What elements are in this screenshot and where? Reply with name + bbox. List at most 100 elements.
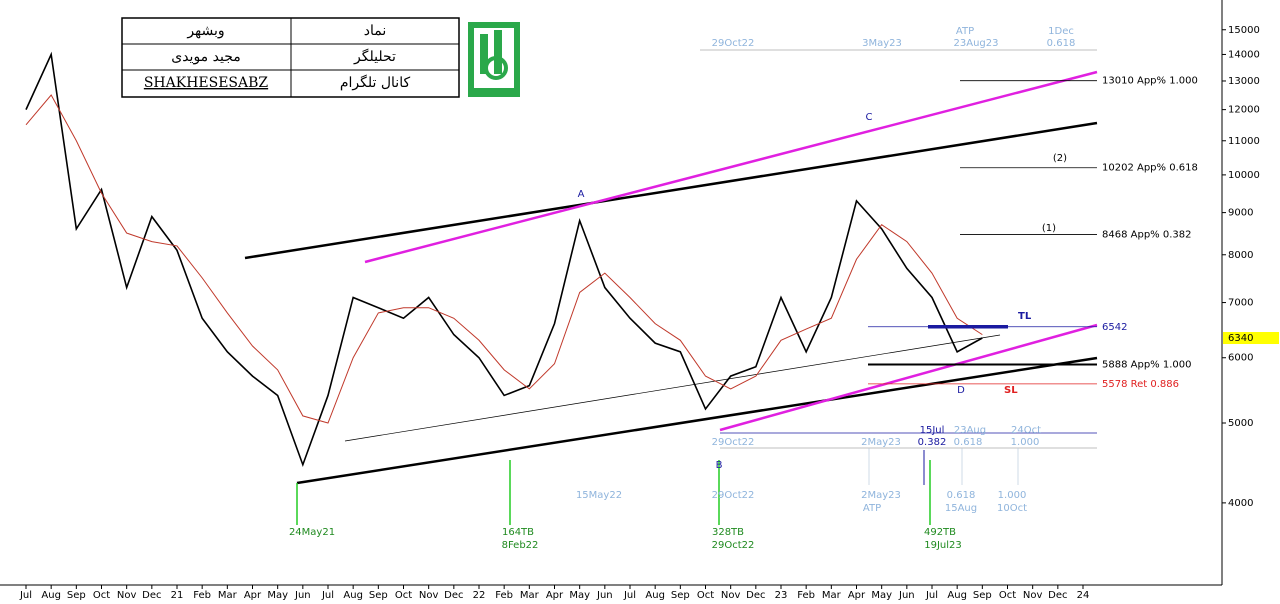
time-label: 8Feb22	[502, 540, 539, 551]
level-label: 6542	[1102, 322, 1127, 333]
level-label: 10202 App% 0.618	[1102, 163, 1198, 174]
x-tick-label: Oct	[999, 590, 1016, 600]
y-tick-label: 4000	[1228, 498, 1253, 509]
x-tick-label: 23	[775, 590, 788, 600]
x-tick-label: Dec	[746, 590, 765, 600]
header-cell: مجید مویدی	[171, 49, 241, 65]
time-label: 24May21	[289, 527, 335, 538]
time-label: 1.000	[1011, 437, 1040, 448]
x-tick-label: Feb	[193, 590, 211, 600]
y-tick-label: 5000	[1228, 418, 1253, 429]
current-price-label: 6340	[1228, 333, 1253, 344]
time-label: 23Aug23	[954, 38, 999, 49]
wave-label: C	[866, 112, 873, 123]
time-label: 492TB	[924, 527, 956, 538]
x-tick-label: Apr	[244, 590, 262, 600]
y-tick-label: 14000	[1228, 49, 1260, 60]
time-label: 0.618	[954, 437, 983, 448]
time-label: 15Aug	[945, 503, 977, 514]
wave-label: A	[578, 189, 585, 200]
x-tick-label: Aug	[41, 590, 61, 600]
header-cell: نماد	[364, 23, 387, 39]
wave-label: (2)	[1053, 153, 1067, 164]
time-label: 0.382	[918, 437, 947, 448]
time-label: 1Dec	[1048, 26, 1074, 37]
header-cell: کانال تلگرام	[340, 74, 411, 91]
time-label: 1.000	[998, 490, 1027, 501]
wave-label: D	[957, 385, 965, 396]
wave-label: (1)	[1042, 223, 1056, 234]
line-label: SL	[1004, 385, 1018, 396]
x-tick-label: Jun	[294, 590, 311, 600]
x-tick-label: Sep	[671, 590, 690, 600]
time-label: 0.618	[1047, 38, 1076, 49]
x-tick-label: Aug	[343, 590, 363, 600]
x-tick-label: Mar	[822, 590, 842, 600]
x-tick-label: Jul	[321, 590, 334, 600]
x-tick-label: Oct	[93, 590, 110, 600]
x-tick-label: 21	[171, 590, 184, 600]
x-tick-label: 24	[1077, 590, 1090, 600]
time-label: 2May23	[861, 490, 901, 501]
time-label: 29Oct22	[712, 437, 755, 448]
time-label: 29Oct22	[712, 540, 755, 551]
time-label: 10Oct	[997, 503, 1027, 514]
current-price-box	[1223, 332, 1279, 345]
x-tick-label: 22	[473, 590, 486, 600]
y-tick-label: 8000	[1228, 250, 1253, 261]
x-tick-label: Mar	[520, 590, 540, 600]
x-tick-label: Jul	[19, 590, 32, 600]
time-label: 2May23	[861, 437, 901, 448]
x-tick-label: May	[871, 590, 892, 600]
time-label: 24Oct	[1011, 425, 1041, 436]
y-tick-label: 11000	[1228, 136, 1260, 147]
x-tick-label: May	[569, 590, 590, 600]
y-tick-label: 9000	[1228, 208, 1253, 219]
time-label: 29Oct22	[712, 490, 755, 501]
x-tick-label: Apr	[848, 590, 866, 600]
header-cell: تحلیلگر	[353, 48, 396, 65]
time-label: 23Aug	[954, 425, 986, 436]
x-tick-label: Mar	[218, 590, 238, 600]
x-tick-label: Oct	[697, 590, 714, 600]
x-tick-label: Jun	[898, 590, 915, 600]
time-label: 328TB	[712, 527, 744, 538]
y-tick-label: 7000	[1228, 298, 1253, 309]
y-tick-label: 15000	[1228, 25, 1260, 36]
wave-label: B	[716, 460, 723, 471]
x-tick-label: Dec	[444, 590, 463, 600]
level-label: 8468 App% 0.382	[1102, 229, 1191, 240]
x-tick-label: Aug	[947, 590, 967, 600]
x-tick-label: Nov	[1023, 590, 1043, 600]
logo	[468, 22, 520, 97]
y-tick-label: 10000	[1228, 170, 1260, 181]
time-label: 15May22	[576, 490, 622, 501]
time-label: 164TB	[502, 527, 534, 538]
x-tick-label: Nov	[721, 590, 741, 600]
x-tick-label: Jul	[925, 590, 938, 600]
x-tick-label: Nov	[117, 590, 137, 600]
x-tick-label: Sep	[67, 590, 86, 600]
y-tick-label: 6000	[1228, 353, 1253, 364]
header-cell: وبشهر	[186, 23, 224, 39]
x-tick-label: Oct	[395, 590, 412, 600]
time-label: 15Jul	[920, 425, 945, 436]
y-tick-label: 13000	[1228, 76, 1260, 87]
x-tick-label: Jul	[623, 590, 636, 600]
x-tick-label: Dec	[1048, 590, 1067, 600]
trendlines	[244, 49, 1098, 525]
header-table	[121, 17, 460, 98]
header-cell: SHAKHESESABZ	[144, 75, 269, 91]
y-tick-label: 12000	[1228, 105, 1260, 116]
x-tick-label: Apr	[546, 590, 564, 600]
x-tick-label: Feb	[797, 590, 815, 600]
x-tick-label: Dec	[142, 590, 161, 600]
time-label: 29Oct22	[712, 38, 755, 49]
x-tick-label: Feb	[495, 590, 513, 600]
time-label: ATP	[863, 503, 881, 514]
x-tick-label: Jun	[596, 590, 613, 600]
level-label: 13010 App% 1.000	[1102, 76, 1198, 87]
x-tick-label: May	[267, 590, 288, 600]
x-tick-label: Aug	[645, 590, 665, 600]
